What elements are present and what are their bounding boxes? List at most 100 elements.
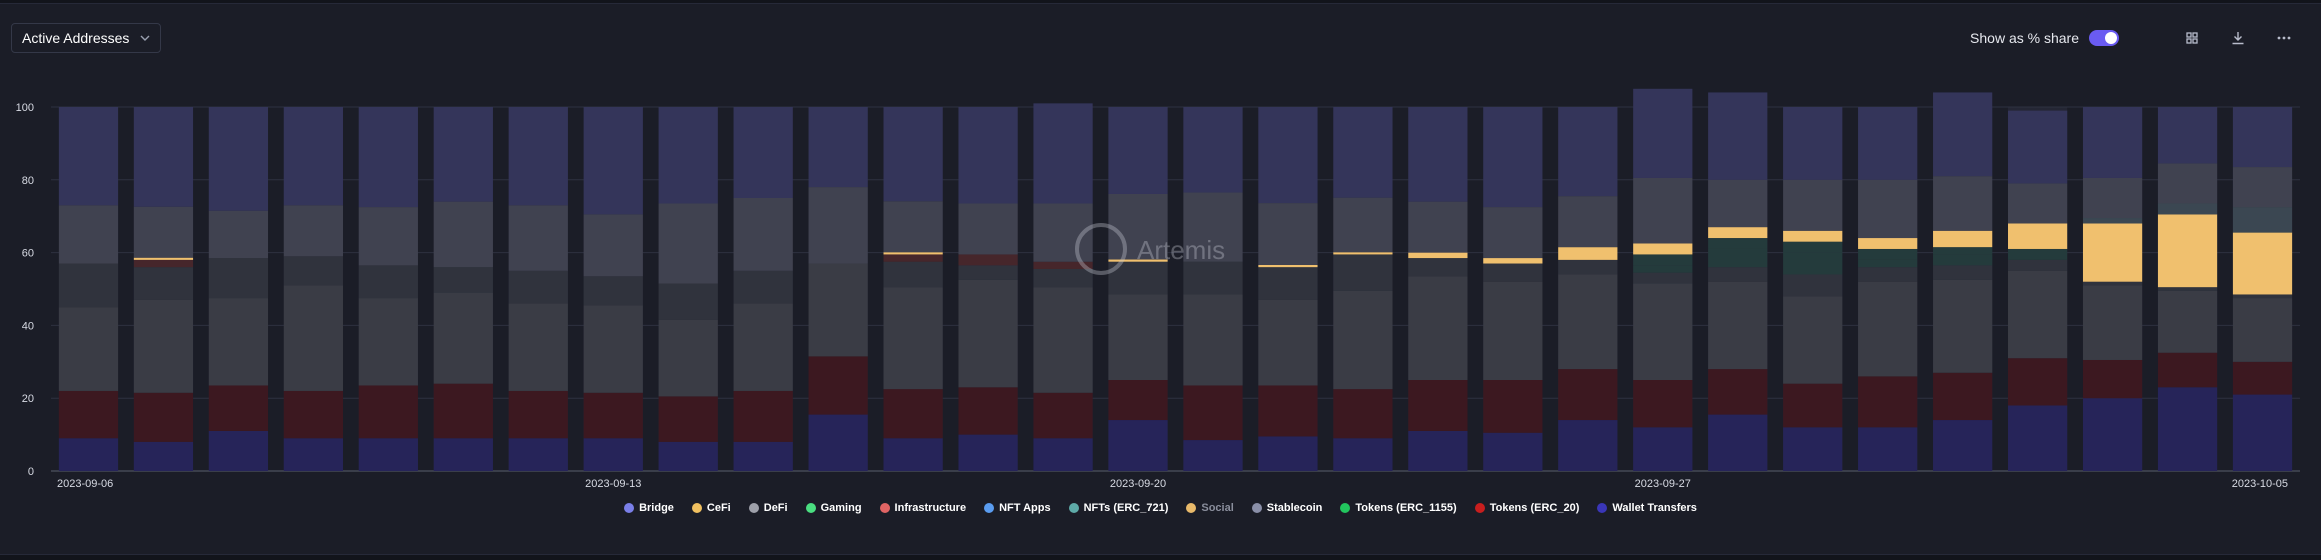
share-toggle[interactable] [2089, 30, 2119, 46]
legend-swatch [691, 503, 702, 513]
bar-segment [133, 107, 194, 207]
bar-segment [1858, 248, 1918, 260]
bar-segment [1108, 420, 1168, 471]
bar-segment [133, 392, 194, 442]
legend-label: Wallet Transfers [1612, 502, 1697, 514]
bar-segment [1633, 272, 1693, 284]
y-tick-label: 40 [22, 320, 34, 332]
bar-segment [208, 430, 269, 471]
bar-segment [1408, 252, 1468, 259]
bar-segment [1858, 376, 1918, 428]
bar-segment [1708, 238, 1768, 249]
bar-segment [2157, 352, 2218, 388]
legend-label: Bridge [639, 502, 674, 514]
legend-swatch [1068, 503, 1079, 513]
x-tick-label: 2023-10-05 [2232, 478, 2288, 490]
bar-segment [658, 441, 718, 471]
legend-item[interactable]: NFT Apps [984, 502, 1051, 514]
bar-segment [1258, 267, 1318, 300]
bar-segment [1783, 241, 1843, 253]
legend-swatch [879, 503, 890, 513]
bar-segment [1483, 380, 1543, 433]
bar-segment [283, 285, 343, 391]
bar-segment [283, 205, 343, 257]
toggle-knob [2105, 32, 2117, 44]
bar-segment [883, 287, 943, 390]
bar-segment [583, 107, 643, 215]
bar-segment [283, 256, 343, 286]
bar-segment [1483, 258, 1543, 264]
legend-item[interactable]: Social [1186, 502, 1234, 514]
legend-item[interactable]: Gaming [805, 502, 862, 514]
bar-segment [358, 207, 418, 266]
bar-segment [1558, 259, 1618, 275]
legend-item[interactable]: Stablecoin [1251, 502, 1322, 514]
bar-segment [658, 203, 718, 284]
legend-swatch [748, 503, 759, 513]
legend-item[interactable]: NFTs (ERC_721) [1068, 502, 1169, 514]
bar-segment [2232, 294, 2293, 299]
bar-segment [1033, 392, 1093, 439]
legend-item[interactable]: Wallet Transfers [1597, 502, 1697, 514]
bar-segment [958, 107, 1018, 204]
bar-segment [808, 356, 868, 415]
legend-item[interactable]: Tokens (ERC_20) [1474, 502, 1579, 514]
bar-segment [283, 438, 343, 471]
bar-segment [1933, 420, 1993, 471]
bar-segment [133, 257, 194, 260]
metric-dropdown[interactable]: Active Addresses [11, 23, 161, 53]
bar-segment [2157, 287, 2218, 291]
legend-item[interactable]: Tokens (ERC_1155) [1340, 502, 1457, 514]
legend-label: DeFi [763, 502, 788, 514]
bar-segment [2157, 290, 2218, 353]
bar-segment [283, 107, 343, 206]
bar-segment [1108, 294, 1168, 380]
bar-segment [508, 390, 568, 439]
bar-segment [883, 107, 943, 202]
bar-segment [1258, 107, 1318, 204]
bar-segment [58, 438, 119, 471]
bar-segment [1558, 369, 1618, 421]
bar-segment [1708, 227, 1768, 239]
legend-label: Gaming [820, 502, 862, 514]
bar-segment [1258, 203, 1318, 265]
bar-segment [808, 187, 868, 264]
bar-segment [958, 387, 1018, 435]
y-tick-label: 20 [22, 393, 34, 405]
bar-segment [2232, 361, 2293, 395]
watermark-text: Artemis [1137, 235, 1225, 265]
bar-segment [1033, 438, 1093, 471]
legend-swatch [1251, 503, 1262, 513]
bar-segment [508, 107, 568, 206]
bar-segment [1783, 296, 1843, 384]
legend-item[interactable]: DeFi [748, 502, 788, 514]
bar-segment [583, 438, 643, 471]
bar-segment [958, 434, 1018, 471]
bar-segment [433, 292, 493, 384]
bar-segment [883, 201, 943, 253]
bar-segment [1633, 243, 1693, 255]
bar-segment [883, 252, 943, 255]
bar-segment [2157, 214, 2218, 288]
bar-segment [1258, 299, 1318, 386]
legend-label: NFTs (ERC_721) [1083, 502, 1169, 514]
bar-segment [808, 107, 868, 188]
legend-swatch [1186, 503, 1197, 513]
bar-segment [583, 392, 643, 439]
download-icon[interactable] [2229, 29, 2247, 47]
grid-icon[interactable] [2183, 29, 2201, 47]
bar-segment [1483, 107, 1543, 208]
legend-item[interactable]: Infrastructure [879, 502, 966, 514]
bar-segment [2232, 232, 2293, 295]
chart-legend: Bridge CeFi DeFi Gaming Infrastructure NFT Ap… [0, 502, 2321, 514]
bar-segment [1258, 385, 1318, 437]
bar-segment [1333, 290, 1393, 390]
legend-item[interactable]: Bridge [624, 502, 674, 514]
bar-segment [883, 254, 943, 262]
bar-segment [1783, 274, 1843, 297]
legend-item[interactable]: CeFi [691, 502, 731, 514]
bar-segment [1633, 254, 1693, 266]
bar-segment [2157, 107, 2218, 164]
more-icon[interactable] [2275, 29, 2293, 47]
